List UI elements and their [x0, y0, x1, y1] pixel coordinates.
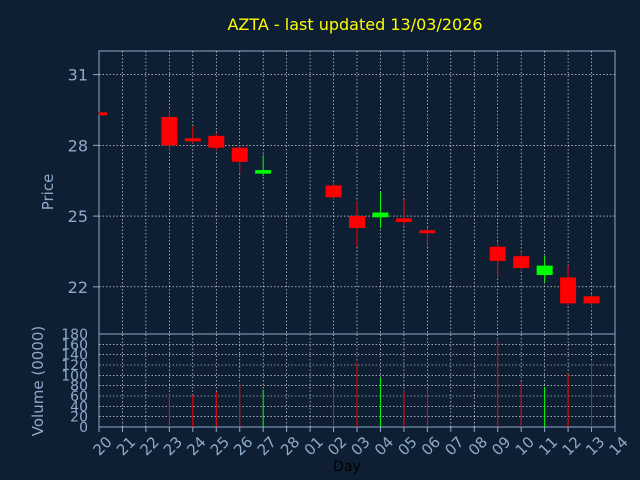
day-tick-label: 05 — [394, 433, 420, 459]
day-tick-label: 04 — [371, 433, 397, 459]
x-axis-label: Day — [333, 459, 361, 475]
volume-tick-label: 180 — [61, 327, 88, 343]
candles — [98, 109, 600, 309]
candle-body — [255, 170, 272, 174]
volume-axis-label: Volume (0000) — [29, 326, 47, 436]
volume-tick-label: 120 — [61, 358, 88, 374]
price-tick-label: 25 — [68, 207, 88, 226]
price-tick-label: 22 — [68, 278, 88, 297]
day-tick-label: 25 — [207, 433, 233, 459]
day-tick-label: 23 — [160, 433, 186, 459]
candle-body — [513, 256, 530, 268]
day-tick-label: 10 — [512, 433, 538, 459]
candle-body — [161, 117, 178, 146]
candle-body — [99, 112, 107, 116]
price-tick-label: 31 — [68, 66, 88, 85]
volume-tick-label: 40 — [70, 399, 88, 415]
candle-body — [349, 216, 365, 228]
candle-body — [560, 277, 577, 304]
day-tick-label: 09 — [488, 433, 514, 459]
day-tick-label: 06 — [418, 433, 444, 459]
day-tick-label: 12 — [559, 433, 585, 459]
candle-body — [372, 212, 389, 218]
day-tick-label: 08 — [465, 433, 491, 459]
day-tick-label: 26 — [230, 433, 256, 459]
day-tick-label: 27 — [254, 433, 280, 459]
candle-body — [583, 296, 600, 304]
candle-body — [536, 265, 553, 276]
day-tick-label: 21 — [113, 433, 139, 459]
day-tick-label: 02 — [324, 433, 350, 459]
volume-tick-label: 20 — [70, 410, 88, 426]
price-tick-label: 28 — [68, 136, 88, 155]
day-tick-labels: 2021222324252627280102030405060708091011… — [90, 427, 632, 459]
volume-tick-label: 0 — [79, 420, 88, 436]
volume-bars — [168, 339, 593, 427]
volume-tick-label: 160 — [61, 337, 88, 353]
day-tick-label: 01 — [301, 433, 327, 459]
day-tick-label: 13 — [582, 433, 608, 459]
candle-body — [395, 218, 412, 222]
day-tick-label: 20 — [90, 433, 116, 459]
price-tick-labels: 22 25 28 31 — [68, 66, 99, 297]
volume-tick-label: 140 — [61, 348, 88, 364]
candle-body — [419, 230, 436, 234]
day-tick-label: 22 — [136, 433, 162, 459]
candle-body — [231, 147, 248, 162]
candle-body — [489, 246, 506, 261]
chart-title: AZTA - last updated 13/03/2026 — [227, 15, 482, 34]
volume-tick-label: 100 — [61, 368, 88, 384]
day-tick-label: 07 — [441, 433, 467, 459]
day-tick-label: 14 — [606, 433, 632, 459]
day-tick-label: 11 — [535, 433, 561, 459]
price-axis-label: Price — [39, 174, 57, 211]
volume-tick-label: 60 — [70, 389, 88, 405]
day-tick-label: 03 — [348, 433, 374, 459]
candle-body — [184, 138, 201, 142]
candle-body — [325, 185, 342, 198]
volume-tick-label: 80 — [70, 379, 88, 395]
day-tick-label: 28 — [277, 433, 303, 459]
candle-body — [208, 135, 225, 148]
day-tick-label: 24 — [183, 433, 209, 459]
